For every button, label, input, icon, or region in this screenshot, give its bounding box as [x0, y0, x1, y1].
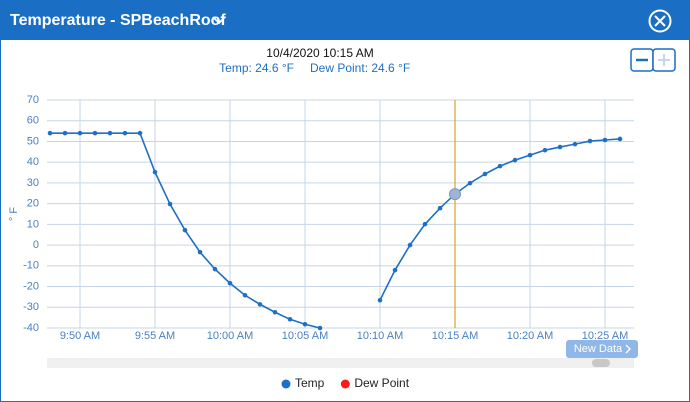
- point: [512, 157, 518, 163]
- tooltip-title: 10/4/2020 10:15 AM: [266, 46, 373, 60]
- zoom-out-button[interactable]: [630, 48, 654, 72]
- point: [407, 242, 413, 248]
- point: [422, 221, 428, 227]
- point: [272, 309, 278, 315]
- y-tick-label: 20: [27, 198, 39, 210]
- y-tick-label: 40: [27, 156, 39, 168]
- point: [167, 201, 173, 207]
- y-tick-label: -20: [23, 280, 39, 292]
- plot-background: [47, 100, 634, 328]
- scrollbar-track: [47, 358, 634, 368]
- title-dropdown[interactable]: [212, 16, 226, 25]
- x-tick-label: 10:00 AM: [207, 330, 253, 342]
- y-axis-label: ° F: [8, 207, 20, 221]
- zoom-in-button[interactable]: [652, 48, 676, 72]
- point: [92, 130, 98, 136]
- y-tick-label: 30: [27, 177, 39, 189]
- point: [62, 130, 68, 136]
- header-bar: [0, 0, 690, 40]
- tooltip-item: Dew Point: 24.6 °F: [310, 61, 410, 75]
- point: [137, 130, 143, 136]
- plot-area: -40 -30 -20 -10 0 10 20 30 40 50 60 70 9:50 AM 9:55 A…: [23, 94, 634, 342]
- x-tick-label: 10:25 AM: [582, 330, 628, 342]
- point: [107, 130, 113, 136]
- legend-label: Dew Point: [354, 376, 409, 390]
- point: [542, 147, 548, 153]
- point: [527, 152, 533, 158]
- point: [437, 205, 443, 211]
- point: [377, 297, 383, 303]
- point: [182, 227, 188, 233]
- point: [227, 280, 233, 286]
- close-button[interactable]: [648, 9, 672, 33]
- point: [197, 249, 203, 255]
- point: [257, 302, 263, 307]
- y-tick-label: 70: [27, 94, 39, 106]
- highlight-point: [449, 188, 461, 201]
- x-tick-label: 10:10 AM: [357, 330, 403, 342]
- point: [317, 325, 323, 331]
- legend: Temp Dew Point: [281, 376, 410, 390]
- point: [587, 138, 593, 144]
- point: [392, 267, 398, 273]
- point: [557, 144, 563, 150]
- point: [122, 130, 128, 136]
- point: [302, 321, 308, 327]
- point: [482, 171, 488, 177]
- point: [77, 130, 83, 136]
- point: [497, 163, 503, 169]
- y-tick-label: 0: [33, 239, 39, 251]
- point: [602, 137, 608, 143]
- new-data-button[interactable]: New Data: [566, 340, 638, 358]
- x-tick-label: 10:05 AM: [282, 330, 328, 342]
- header-title: Temperature - SPBeachRoof: [10, 12, 226, 29]
- point: [287, 316, 293, 322]
- y-tick-label: -30: [23, 301, 39, 313]
- y-tick-label: -40: [23, 322, 39, 334]
- point: [47, 130, 53, 136]
- tooltip-item: Temp: 24.6 °F: [219, 61, 294, 75]
- x-tick-label: 10:20 AM: [507, 330, 553, 342]
- y-tick-label: 50: [27, 135, 39, 147]
- y-tick-label: -10: [23, 260, 39, 272]
- point: [242, 292, 248, 298]
- point: [212, 266, 218, 272]
- button-label: New Data: [574, 343, 623, 355]
- legend-marker: [281, 379, 291, 389]
- x-tick-label: 10:15 AM: [432, 330, 478, 342]
- y-tick-label: 10: [27, 218, 39, 230]
- point: [152, 169, 158, 175]
- x-tick-label: 9:55 AM: [135, 330, 175, 342]
- point: [572, 141, 578, 147]
- scrollbar-thumb[interactable]: [592, 359, 610, 367]
- y-tick-label: 60: [27, 115, 39, 127]
- legend-marker: [340, 379, 350, 389]
- x-tick-label: 9:50 AM: [60, 330, 100, 342]
- point: [467, 180, 473, 186]
- legend-label: Temp: [295, 376, 325, 390]
- point: [617, 136, 623, 142]
